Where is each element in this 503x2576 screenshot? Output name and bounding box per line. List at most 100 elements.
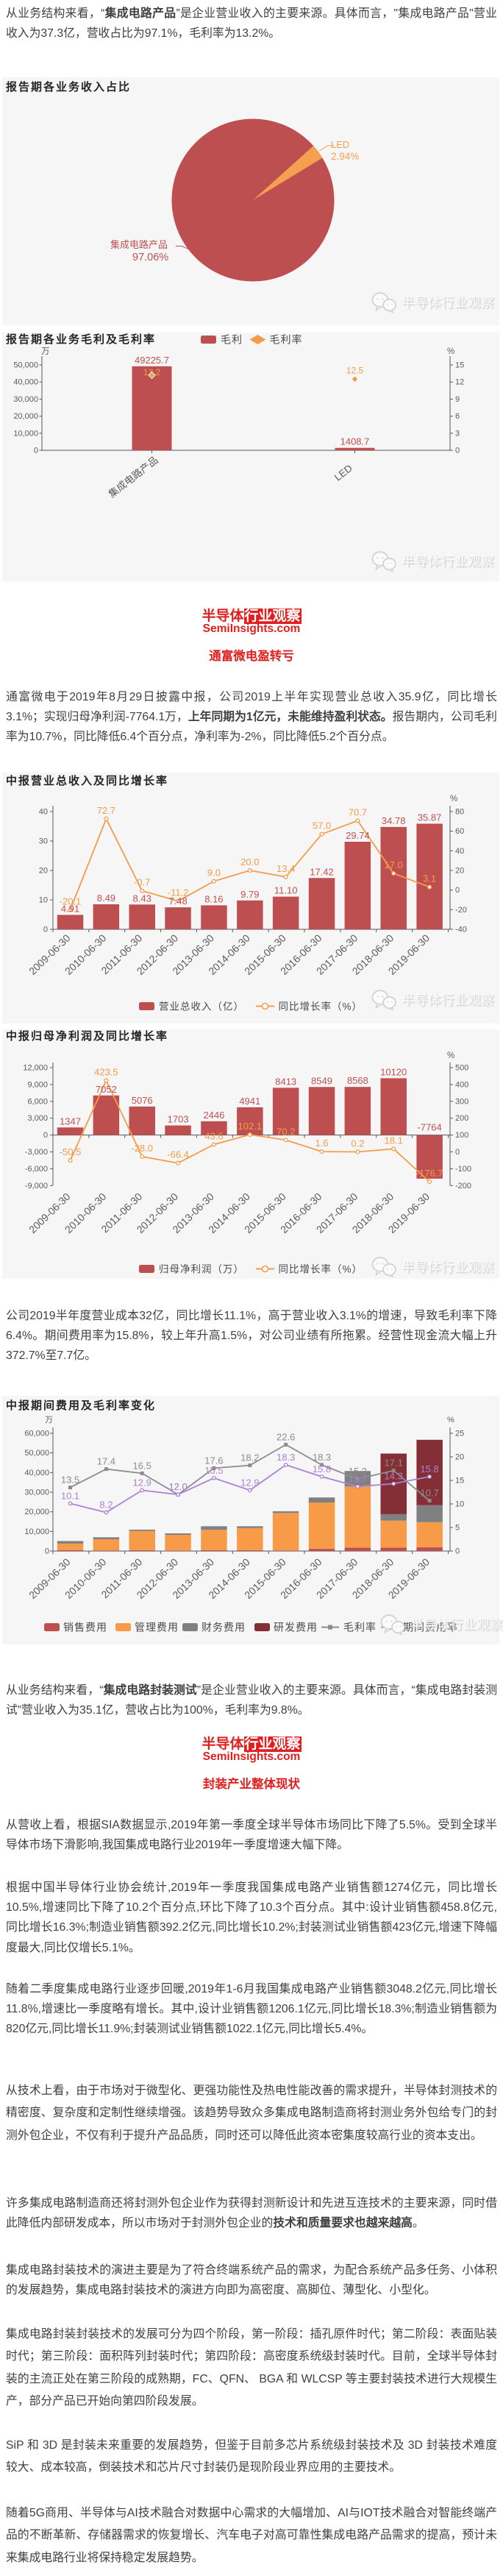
svg-text:11.10: 11.10	[274, 885, 298, 896]
svg-text:29.74: 29.74	[346, 830, 370, 841]
svg-text:10: 10	[455, 1500, 464, 1509]
svg-text:9: 9	[455, 395, 460, 404]
svg-text:集成电路产品: 集成电路产品	[110, 239, 168, 250]
svg-text:18.1: 18.1	[385, 1135, 403, 1146]
svg-text:归母净利润（万）: 归母净利润（万）	[159, 1263, 244, 1275]
svg-text:毛利率: 毛利率	[343, 1622, 377, 1633]
svg-text:60: 60	[455, 827, 464, 836]
svg-text:15.8: 15.8	[313, 1463, 331, 1475]
svg-text:LED: LED	[331, 139, 349, 150]
svg-text:12.0: 12.0	[168, 1481, 187, 1492]
svg-text:9.0: 9.0	[207, 867, 221, 879]
svg-text:1408.7: 1408.7	[340, 436, 370, 447]
svg-text:6,000: 6,000	[27, 1097, 48, 1106]
svg-text:70.2: 70.2	[277, 1126, 295, 1137]
svg-text:研发费用: 研发费用	[274, 1622, 318, 1633]
svg-text:10120: 10120	[380, 1066, 407, 1077]
svg-text:6: 6	[455, 412, 460, 421]
svg-text:97.06%: 97.06%	[132, 252, 168, 263]
svg-text:14.3: 14.3	[385, 1471, 403, 1482]
svg-text:17.4: 17.4	[97, 1456, 115, 1467]
svg-text:集成电路产品: 集成电路产品	[107, 455, 160, 500]
svg-text:12.0: 12.0	[168, 1481, 187, 1492]
svg-text:财务费用: 财务费用	[201, 1622, 246, 1633]
svg-text:49225.7: 49225.7	[135, 355, 169, 366]
svg-text:-6,000: -6,000	[25, 1165, 48, 1174]
svg-text:4.91: 4.91	[61, 903, 79, 914]
svg-text:3,000: 3,000	[27, 1114, 48, 1123]
svg-text:3: 3	[455, 429, 460, 438]
svg-text:同比增长率（%）: 同比增长率（%）	[279, 1001, 363, 1012]
svg-text:8.49: 8.49	[97, 893, 115, 904]
svg-text:30,000: 30,000	[13, 395, 38, 404]
svg-text:-28.0: -28.0	[131, 1143, 153, 1154]
svg-text:20: 20	[455, 1453, 464, 1462]
svg-text:80: 80	[455, 808, 464, 817]
svg-text:18.3: 18.3	[313, 1452, 331, 1463]
svg-text:100: 100	[455, 1131, 468, 1140]
svg-text:1.6: 1.6	[315, 1138, 328, 1149]
svg-text:10,000: 10,000	[13, 429, 38, 438]
svg-text:毛利率: 毛利率	[270, 334, 303, 346]
svg-text:18.3: 18.3	[277, 1452, 295, 1463]
svg-text:管理费用: 管理费用	[135, 1622, 179, 1633]
svg-text:72.7: 72.7	[97, 805, 115, 816]
svg-text:8.43: 8.43	[133, 893, 151, 904]
svg-text:%: %	[450, 795, 457, 803]
svg-text:-7764: -7764	[417, 1122, 441, 1133]
svg-text:0: 0	[455, 1148, 460, 1157]
svg-text:34.78: 34.78	[382, 815, 406, 826]
svg-text:8.16: 8.16	[204, 893, 223, 904]
svg-text:-3,000: -3,000	[25, 1148, 48, 1157]
svg-text:43.6: 43.6	[204, 1131, 223, 1142]
svg-text:50,000: 50,000	[13, 361, 38, 370]
svg-text:8413: 8413	[275, 1076, 296, 1087]
svg-text:-50.5: -50.5	[60, 1146, 82, 1157]
svg-text:0: 0	[455, 447, 460, 455]
svg-text:17.1: 17.1	[385, 1458, 403, 1469]
svg-text:20: 20	[455, 867, 464, 876]
svg-text:17.42: 17.42	[310, 866, 334, 877]
svg-text:57.0: 57.0	[313, 820, 331, 831]
svg-text:5: 5	[455, 1524, 460, 1533]
svg-text:销售费用: 销售费用	[63, 1622, 107, 1633]
svg-text:13.5: 13.5	[61, 1475, 79, 1486]
svg-text:-176.7: -176.7	[416, 1168, 443, 1179]
svg-text:12.9: 12.9	[133, 1477, 151, 1488]
svg-text:423.5: 423.5	[94, 1067, 118, 1078]
svg-text:500: 500	[455, 1064, 468, 1073]
svg-text:5076: 5076	[132, 1095, 153, 1106]
svg-text:-20: -20	[455, 906, 467, 915]
svg-text:-9,000: -9,000	[25, 1182, 48, 1191]
svg-text:万: 万	[45, 1416, 53, 1424]
svg-text:-200: -200	[455, 1182, 471, 1191]
svg-text:102.1: 102.1	[238, 1121, 263, 1132]
svg-text:12.5: 12.5	[346, 365, 364, 375]
svg-text:万: 万	[41, 347, 50, 356]
svg-text:1703: 1703	[168, 1114, 189, 1125]
svg-text:同比增长率（%）: 同比增长率（%）	[279, 1263, 363, 1275]
svg-text:%: %	[447, 1051, 454, 1060]
svg-text:20.0: 20.0	[240, 856, 259, 867]
svg-text:-100: -100	[455, 1165, 471, 1174]
svg-text:22.6: 22.6	[277, 1431, 295, 1442]
svg-text:10.7: 10.7	[420, 1488, 438, 1499]
svg-text:0: 0	[45, 1547, 49, 1556]
svg-text:0: 0	[455, 1547, 460, 1556]
svg-text:20,000: 20,000	[13, 412, 38, 421]
svg-text:400: 400	[455, 1080, 468, 1089]
svg-text:40: 40	[455, 847, 464, 856]
svg-text:40: 40	[39, 808, 48, 817]
svg-text:2446: 2446	[203, 1110, 224, 1121]
svg-text:9.79: 9.79	[240, 889, 259, 900]
svg-text:25: 25	[455, 1430, 464, 1438]
svg-text:10.1: 10.1	[61, 1490, 79, 1501]
svg-text:10,000: 10,000	[24, 1527, 49, 1536]
svg-text:16.5: 16.5	[133, 1460, 151, 1471]
svg-text:4941: 4941	[239, 1096, 260, 1107]
svg-text:2.94%: 2.94%	[331, 151, 359, 162]
svg-text:LED: LED	[332, 462, 354, 483]
svg-text:12,000: 12,000	[23, 1064, 48, 1073]
svg-text:8.2: 8.2	[99, 1500, 113, 1511]
svg-text:60,000: 60,000	[24, 1430, 49, 1438]
